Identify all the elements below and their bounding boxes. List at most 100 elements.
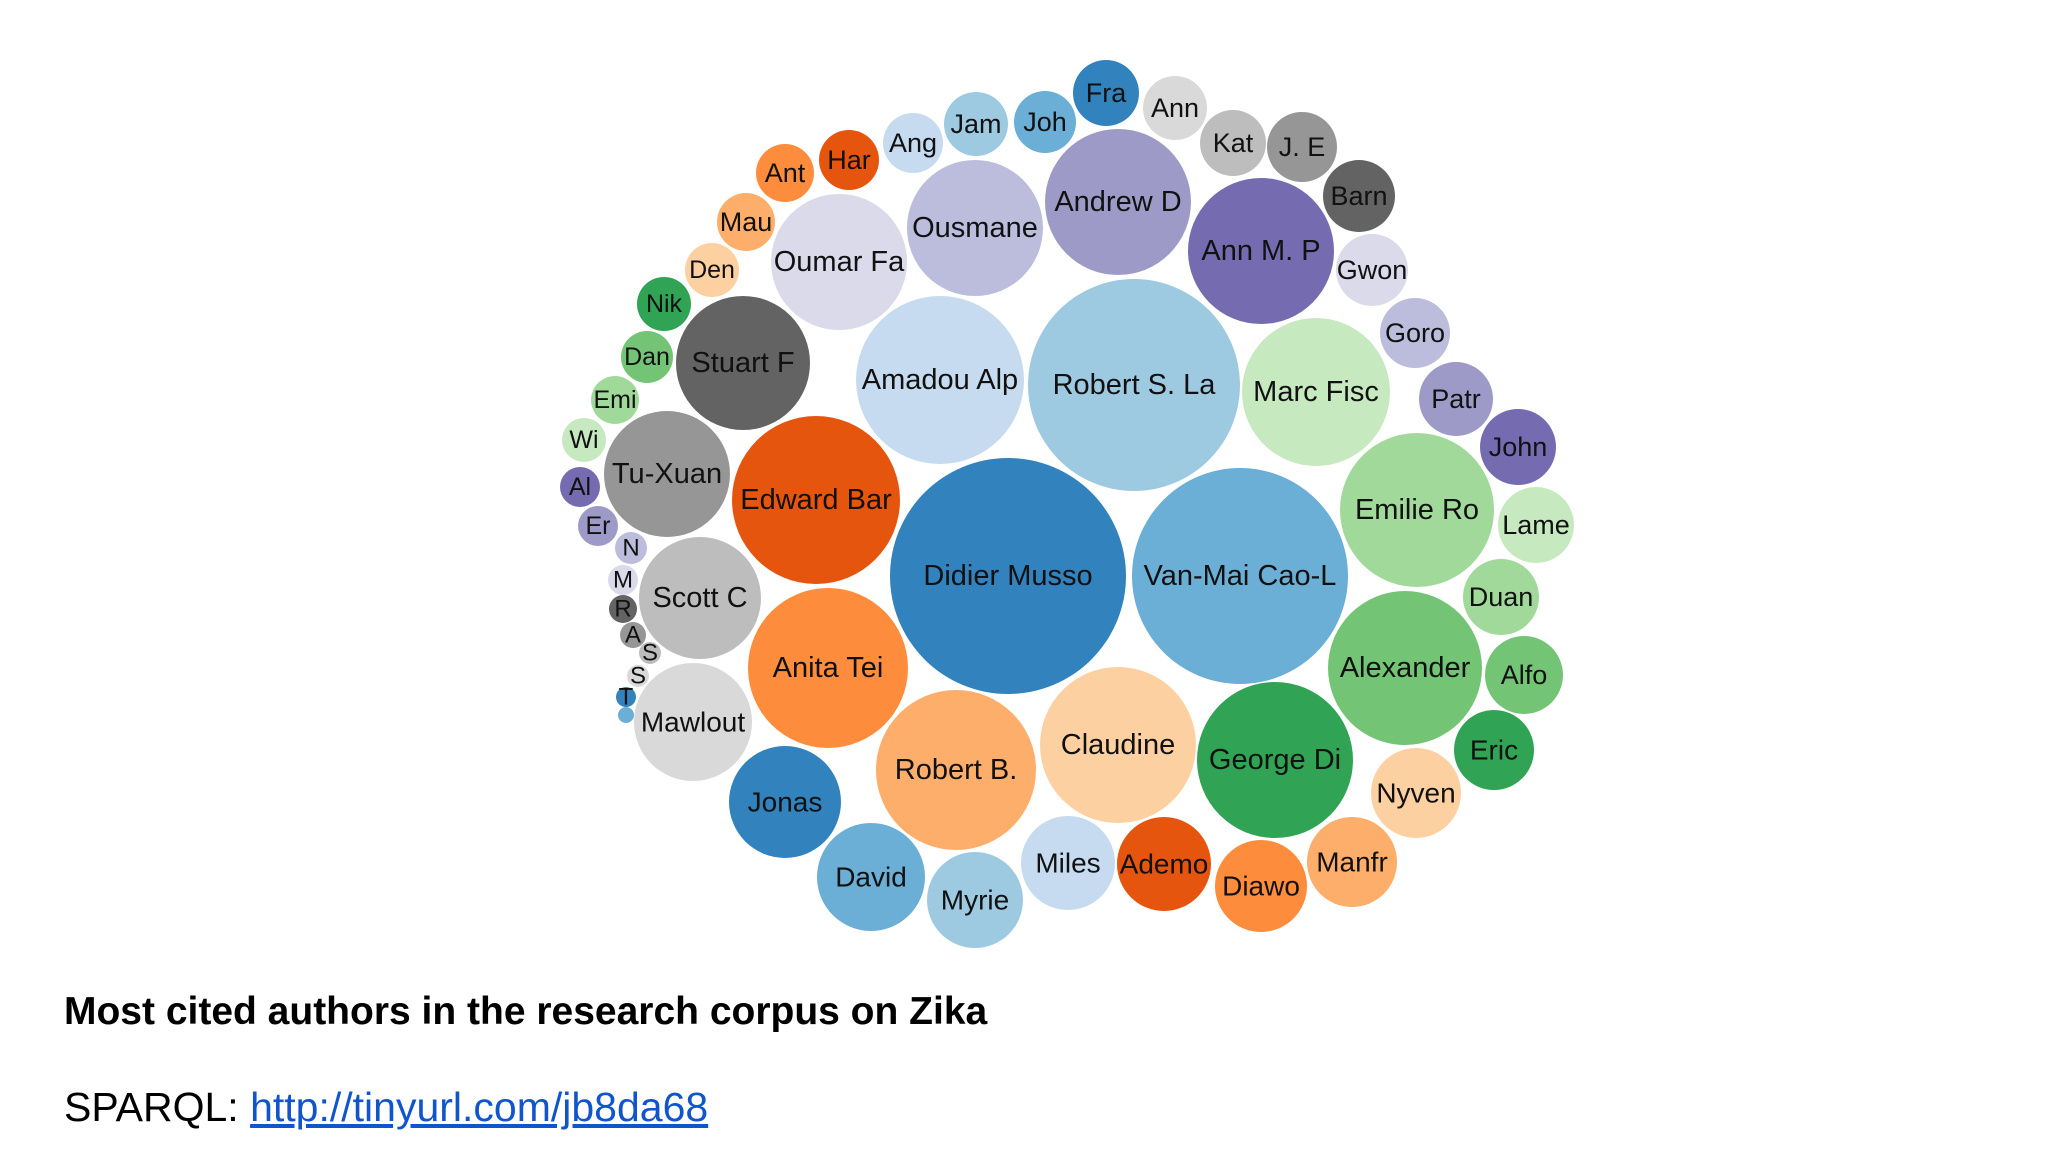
bubble-circle	[1336, 234, 1408, 306]
bubble-label: Ousmane	[912, 212, 1038, 244]
bubble-label: R	[614, 596, 631, 623]
bubble-circle	[609, 595, 637, 623]
bubble-circle	[756, 144, 814, 202]
bubble: Er	[578, 506, 618, 546]
bubble-circle	[819, 130, 879, 190]
bubble-label: Barn	[1330, 181, 1387, 211]
bubble: R	[609, 595, 637, 623]
bubble-label: Er	[586, 512, 611, 540]
bubble: David	[817, 823, 925, 931]
bubble-circle	[1197, 682, 1353, 838]
bubble-label: M	[613, 567, 633, 594]
bubble-circle	[1463, 559, 1539, 635]
bubble: Gwon	[1336, 234, 1408, 306]
bubble-circle	[615, 532, 647, 564]
bubble: Barn	[1323, 160, 1395, 232]
bubble: Dan	[621, 331, 673, 383]
bubble-circle	[1419, 362, 1493, 436]
bubble-circle	[562, 418, 606, 462]
sparql-label: SPARQL:	[64, 1084, 251, 1130]
bubble-label: Duan	[1469, 582, 1534, 612]
bubble-label: J. E	[1279, 132, 1326, 162]
bubble-circle	[1117, 817, 1211, 911]
bubble-circle	[620, 622, 646, 648]
bubble-label: Stuart F	[691, 347, 794, 379]
bubble: Edward Bar	[732, 416, 900, 584]
bubble-label: T	[619, 684, 634, 711]
bubble-circle	[627, 665, 649, 687]
bubble: Ann M. P	[1188, 178, 1334, 324]
bubble-label: John	[1489, 432, 1548, 462]
bubble: Wi	[562, 418, 606, 462]
bubble: Claudine	[1040, 667, 1196, 823]
bubble-circle	[639, 537, 761, 659]
bubble: Ann	[1143, 76, 1207, 140]
bubble-circle	[856, 296, 1024, 464]
bubble-label: Edward Bar	[740, 484, 892, 516]
bubble-label: Anita Tei	[773, 652, 884, 684]
bubble: George Di	[1197, 682, 1353, 838]
bubble-circle	[618, 707, 634, 723]
bubble-label: S	[642, 640, 658, 667]
bubble-label: Emi	[593, 386, 636, 414]
bubble-label: Har	[827, 145, 871, 175]
bubble: Tu-Xuan	[604, 411, 730, 537]
bubble-circle	[876, 690, 1036, 850]
bubble-label: George Di	[1209, 744, 1341, 776]
bubble-label: Tu-Xuan	[612, 458, 722, 490]
bubble: Myrie	[927, 852, 1023, 948]
bubble-circle	[560, 467, 600, 507]
bubble: Patr	[1419, 362, 1493, 436]
bubble: Robert S. La	[1028, 279, 1240, 491]
bubble-label: David	[835, 862, 907, 893]
bubble: S	[639, 640, 661, 667]
bubble: Amadou Alp	[856, 296, 1024, 464]
bubble-circle	[729, 746, 841, 858]
bubble-label: Robert B.	[895, 754, 1018, 786]
bubble: Marc Fisc	[1242, 318, 1390, 466]
bubble-label: Jonas	[748, 787, 823, 818]
bubble-circle	[1242, 318, 1390, 466]
bubble-label: Ademo	[1120, 849, 1209, 880]
bubble: N	[615, 532, 647, 564]
bubble-circle	[1073, 60, 1139, 126]
bubble-circle	[1480, 409, 1556, 485]
bubble: Manfr	[1307, 817, 1397, 907]
bubble-circle	[1014, 91, 1076, 153]
bubble-label: Joh	[1023, 107, 1067, 137]
bubble-label: Patr	[1431, 384, 1481, 414]
bubble-circle	[1498, 487, 1574, 563]
bubble-label: Gwon	[1337, 255, 1408, 285]
bubble: Jonas	[729, 746, 841, 858]
bubble-circle	[578, 506, 618, 546]
bubble-circle	[608, 565, 638, 595]
bubble: M	[608, 565, 638, 595]
bubble-label: Manfr	[1316, 847, 1388, 878]
bubble-label: Mau	[720, 207, 773, 237]
bubble: Joh	[1014, 91, 1076, 153]
bubble: Har	[819, 130, 879, 190]
chart-caption-title: Most cited authors in the research corpu…	[64, 990, 988, 1033]
bubble-label: Claudine	[1061, 729, 1175, 761]
bubble-circle	[1267, 112, 1337, 182]
bubble-label: Ang	[889, 128, 937, 158]
bubble-circle	[1188, 178, 1334, 324]
bubble-label: Robert S. La	[1053, 369, 1217, 401]
bubble-circle	[1215, 840, 1307, 932]
bubble: Goro	[1380, 298, 1450, 368]
sparql-link[interactable]: http://tinyurl.com/jb8da68	[250, 1084, 709, 1130]
bubble-label: Alexander	[1340, 652, 1471, 684]
bubble: Stuart F	[676, 296, 810, 430]
bubble-label: Jam	[950, 109, 1001, 139]
bubble: Ousmane	[907, 160, 1043, 296]
bubble-label: Den	[689, 256, 735, 284]
bubble-chart: Didier Musso Van-Mai Cao-L Robert S. La Ama…	[560, 60, 1574, 948]
bubble: Oumar Fa	[771, 194, 907, 330]
bubble-circle	[621, 331, 673, 383]
bubble: Fra	[1073, 60, 1139, 126]
bubble-label: Kat	[1213, 128, 1254, 158]
bubble: Den	[685, 243, 739, 297]
bubble-label: Nik	[646, 290, 683, 318]
bubble-label: Didier Musso	[923, 560, 1092, 592]
bubble	[618, 707, 634, 723]
